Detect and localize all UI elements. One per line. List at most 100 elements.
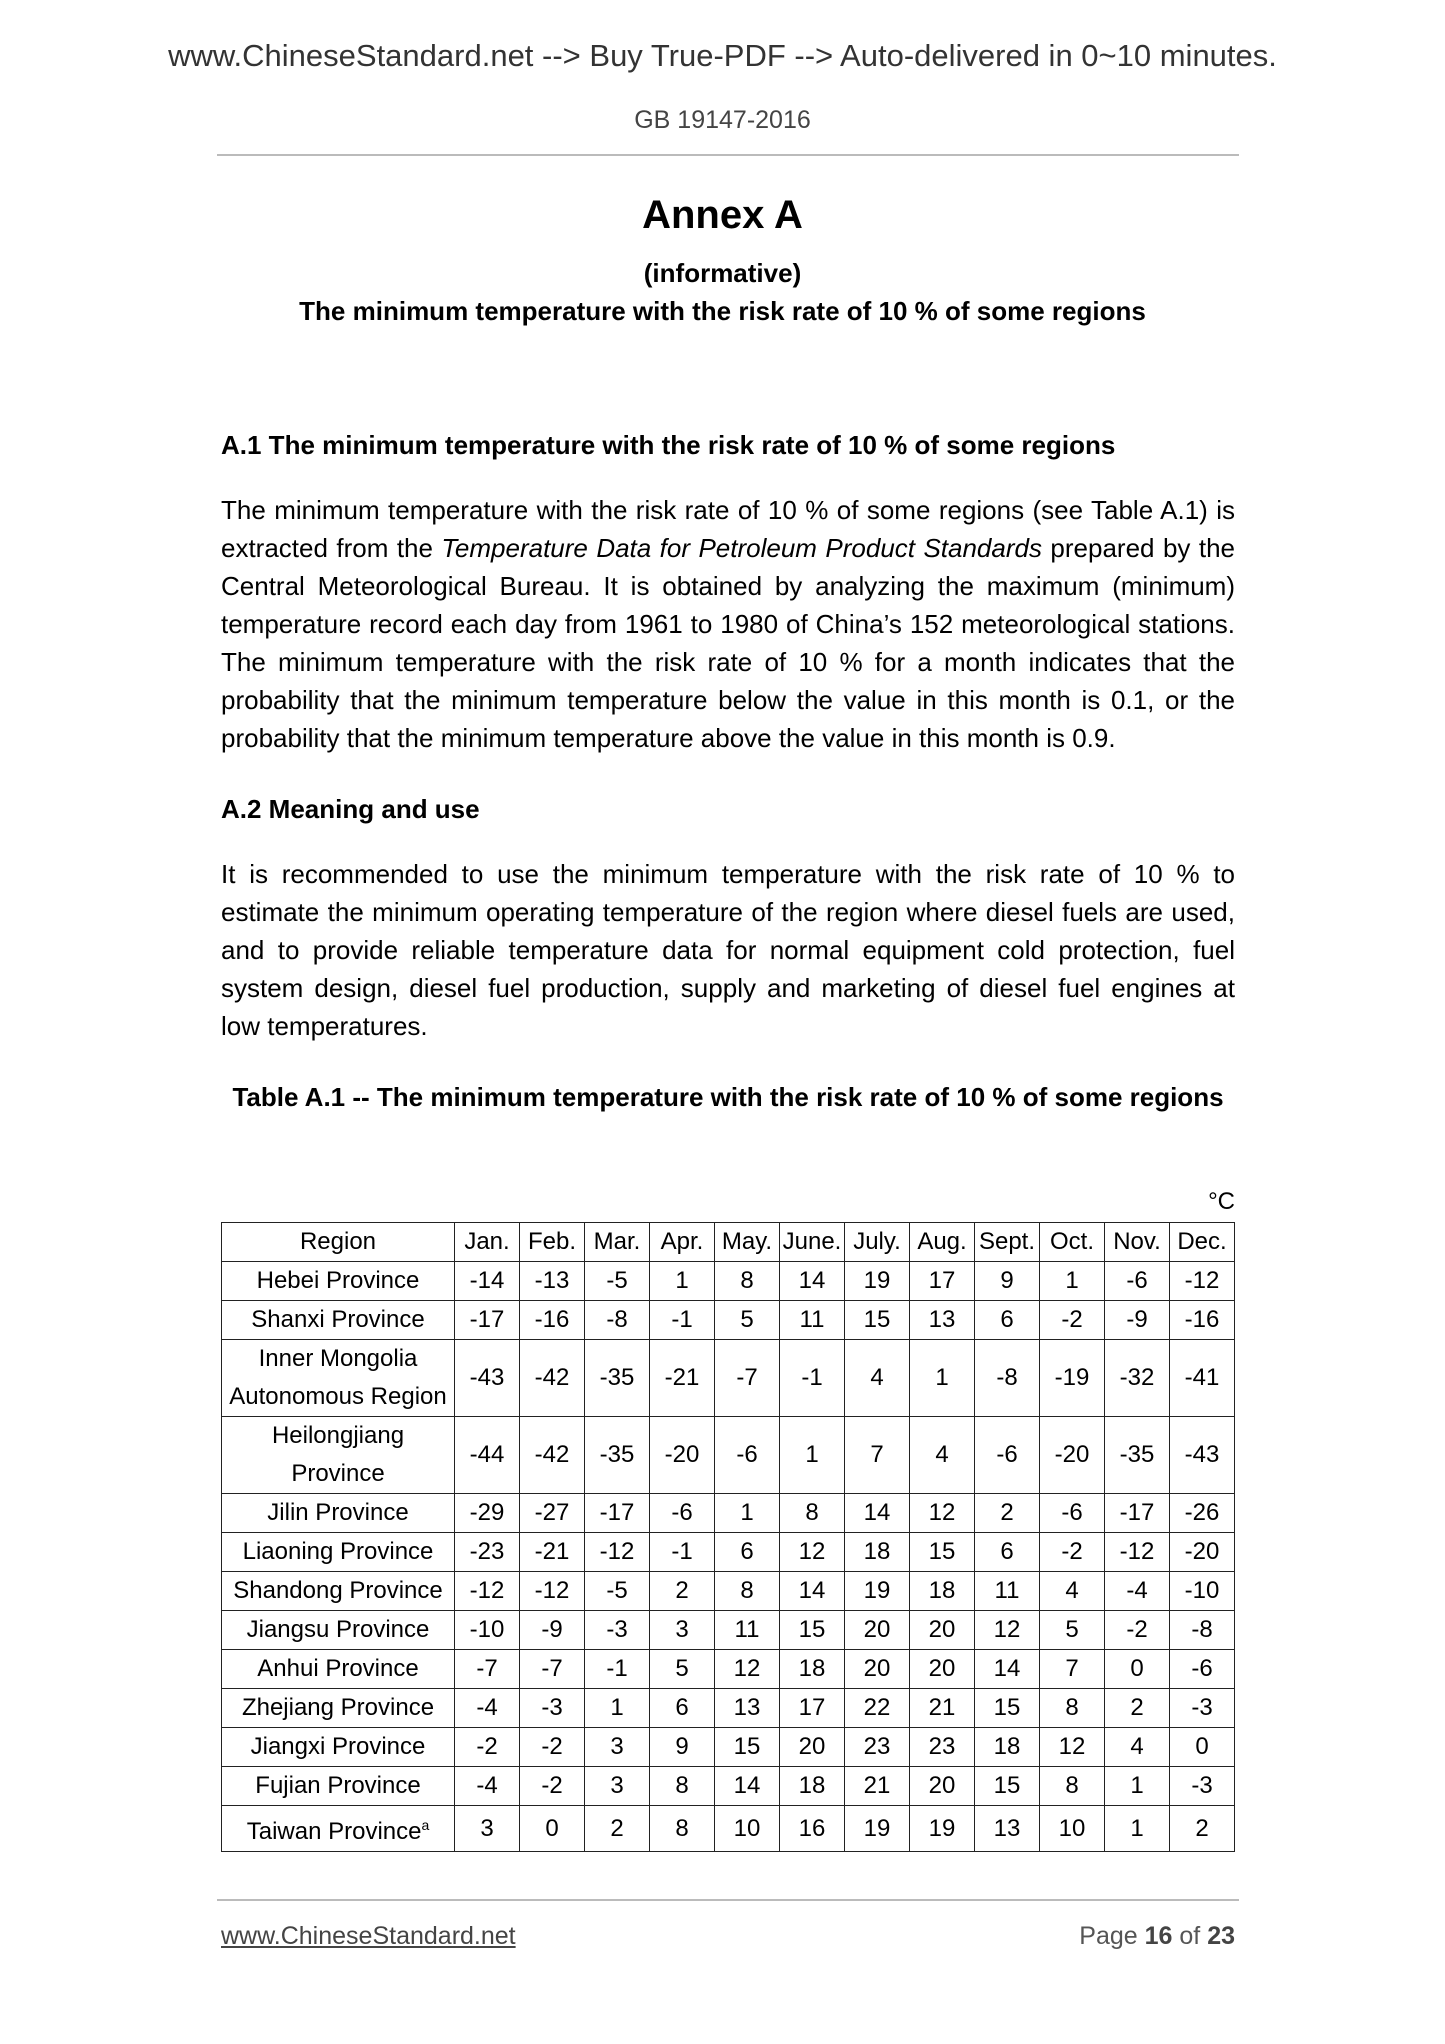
value-cell: 19 bbox=[844, 1805, 910, 1852]
region-cell: Liaoning Province bbox=[221, 1532, 455, 1572]
value-cell: 19 bbox=[844, 1261, 910, 1301]
region-name: Shandong Province bbox=[233, 1577, 443, 1604]
region-name: Jiangxi Province bbox=[250, 1733, 426, 1760]
value-cell: 8 bbox=[714, 1571, 780, 1611]
value-cell: -8 bbox=[974, 1339, 1040, 1417]
value-cell: 18 bbox=[974, 1727, 1040, 1767]
region-name: Shanxi Province bbox=[251, 1306, 425, 1333]
value-cell: 10 bbox=[714, 1805, 780, 1852]
annex-title: Annex A bbox=[642, 193, 803, 237]
value-cell: 21 bbox=[844, 1766, 910, 1806]
value-cell: 3 bbox=[454, 1805, 520, 1852]
column-header: Region bbox=[221, 1222, 455, 1262]
column-header: June. bbox=[779, 1222, 845, 1262]
annex-subtitle: The minimum temperature with the risk ra… bbox=[299, 296, 1146, 326]
value-cell: 5 bbox=[1039, 1610, 1105, 1650]
region-cell: Anhui Province bbox=[221, 1649, 455, 1689]
value-cell: 13 bbox=[909, 1300, 975, 1340]
italic-title: Temperature Data for Petroleum Product S… bbox=[441, 533, 1042, 563]
table-header-row: Region Jan. Feb. Mar. Apr. May. June. July. Aug.… bbox=[221, 1222, 1235, 1262]
value-cell: -6 bbox=[714, 1416, 780, 1494]
value-cell: -10 bbox=[1169, 1571, 1235, 1611]
value-cell: 1 bbox=[779, 1416, 845, 1494]
value-cell: -20 bbox=[1039, 1416, 1105, 1494]
region-cell: Hebei Province bbox=[221, 1261, 455, 1301]
document-code: GB 19147-2016 bbox=[634, 106, 811, 134]
value-cell: -2 bbox=[1104, 1610, 1170, 1650]
value-cell: -12 bbox=[1169, 1261, 1235, 1301]
value-cell: 1 bbox=[714, 1493, 780, 1533]
value-cell: -3 bbox=[584, 1610, 650, 1650]
value-cell: -4 bbox=[454, 1766, 520, 1806]
value-cell: -1 bbox=[649, 1300, 715, 1340]
value-cell: -2 bbox=[454, 1727, 520, 1767]
value-cell: 6 bbox=[649, 1688, 715, 1728]
value-cell: -5 bbox=[584, 1261, 650, 1301]
footer-link[interactable]: www.ChineseStandard.net bbox=[221, 1922, 516, 1950]
value-cell: 6 bbox=[714, 1532, 780, 1572]
value-cell: -2 bbox=[1039, 1532, 1105, 1572]
column-header: May. bbox=[714, 1222, 780, 1262]
value-cell: -43 bbox=[454, 1339, 520, 1417]
table-row: Shanxi Province -17 -16 -8 -1 5 11 15 13 6 -2 -9 -16 bbox=[221, 1300, 1235, 1340]
value-cell: 20 bbox=[909, 1766, 975, 1806]
of-label: of bbox=[1179, 1922, 1201, 1950]
value-cell: -7 bbox=[519, 1649, 585, 1689]
value-cell: -3 bbox=[1169, 1688, 1235, 1728]
value-cell: -2 bbox=[519, 1727, 585, 1767]
region-name: Heilongjiang Province bbox=[271, 1422, 405, 1487]
region-name: Fujian Province bbox=[255, 1772, 421, 1799]
value-cell: -41 bbox=[1169, 1339, 1235, 1417]
value-cell: 11 bbox=[714, 1610, 780, 1650]
value-cell: -43 bbox=[1169, 1416, 1235, 1494]
value-cell: 6 bbox=[974, 1300, 1040, 1340]
table-unit: °C bbox=[1208, 1188, 1235, 1215]
value-cell: 2 bbox=[974, 1493, 1040, 1533]
value-cell: 15 bbox=[974, 1688, 1040, 1728]
section-a1: A.1 The minimum temperature with the ris… bbox=[221, 430, 1235, 757]
value-cell: -42 bbox=[519, 1339, 585, 1417]
value-cell: 9 bbox=[974, 1261, 1040, 1301]
column-header: July. bbox=[844, 1222, 910, 1262]
footer-divider bbox=[217, 1899, 1239, 1901]
value-cell: 1 bbox=[909, 1339, 975, 1417]
column-header: Oct. bbox=[1039, 1222, 1105, 1262]
value-cell: -35 bbox=[584, 1416, 650, 1494]
value-cell: -6 bbox=[974, 1416, 1040, 1494]
value-cell: 21 bbox=[909, 1688, 975, 1728]
value-cell: 7 bbox=[1039, 1649, 1105, 1689]
value-cell: 4 bbox=[844, 1339, 910, 1417]
column-header: Mar. bbox=[584, 1222, 650, 1262]
column-header: Sept. bbox=[974, 1222, 1040, 1262]
table-row: Anhui Province -7 -7 -1 5 12 18 20 20 14 7 0 -6 bbox=[221, 1649, 1235, 1689]
column-header: Dec. bbox=[1169, 1222, 1235, 1262]
value-cell: 14 bbox=[779, 1571, 845, 1611]
value-cell: 16 bbox=[779, 1805, 845, 1852]
value-cell: 15 bbox=[779, 1610, 845, 1650]
value-cell: -1 bbox=[584, 1649, 650, 1689]
column-header: Apr. bbox=[649, 1222, 715, 1262]
value-cell: 15 bbox=[909, 1532, 975, 1572]
value-cell: -9 bbox=[1104, 1300, 1170, 1340]
value-cell: 3 bbox=[584, 1727, 650, 1767]
value-cell: -35 bbox=[584, 1339, 650, 1417]
text: prepared by the Central Meteorological B… bbox=[221, 533, 1235, 753]
text: The minimum temperature with the risk ra… bbox=[221, 495, 1235, 563]
value-cell: 17 bbox=[909, 1261, 975, 1301]
value-cell: 18 bbox=[844, 1532, 910, 1572]
value-cell: 12 bbox=[974, 1610, 1040, 1650]
value-cell: -7 bbox=[714, 1339, 780, 1417]
value-cell: 14 bbox=[844, 1493, 910, 1533]
value-cell: 14 bbox=[714, 1766, 780, 1806]
region-cell: Shandong Province bbox=[221, 1571, 455, 1611]
value-cell: -12 bbox=[584, 1532, 650, 1572]
value-cell: 19 bbox=[844, 1571, 910, 1611]
value-cell: -10 bbox=[454, 1610, 520, 1650]
column-header: Jan. bbox=[454, 1222, 520, 1262]
header-divider bbox=[217, 154, 1239, 156]
value-cell: -6 bbox=[1039, 1493, 1105, 1533]
value-cell: 20 bbox=[844, 1610, 910, 1650]
value-cell: 12 bbox=[1039, 1727, 1105, 1767]
region-cell: Jiangsu Province bbox=[221, 1610, 455, 1650]
value-cell: -12 bbox=[454, 1571, 520, 1611]
